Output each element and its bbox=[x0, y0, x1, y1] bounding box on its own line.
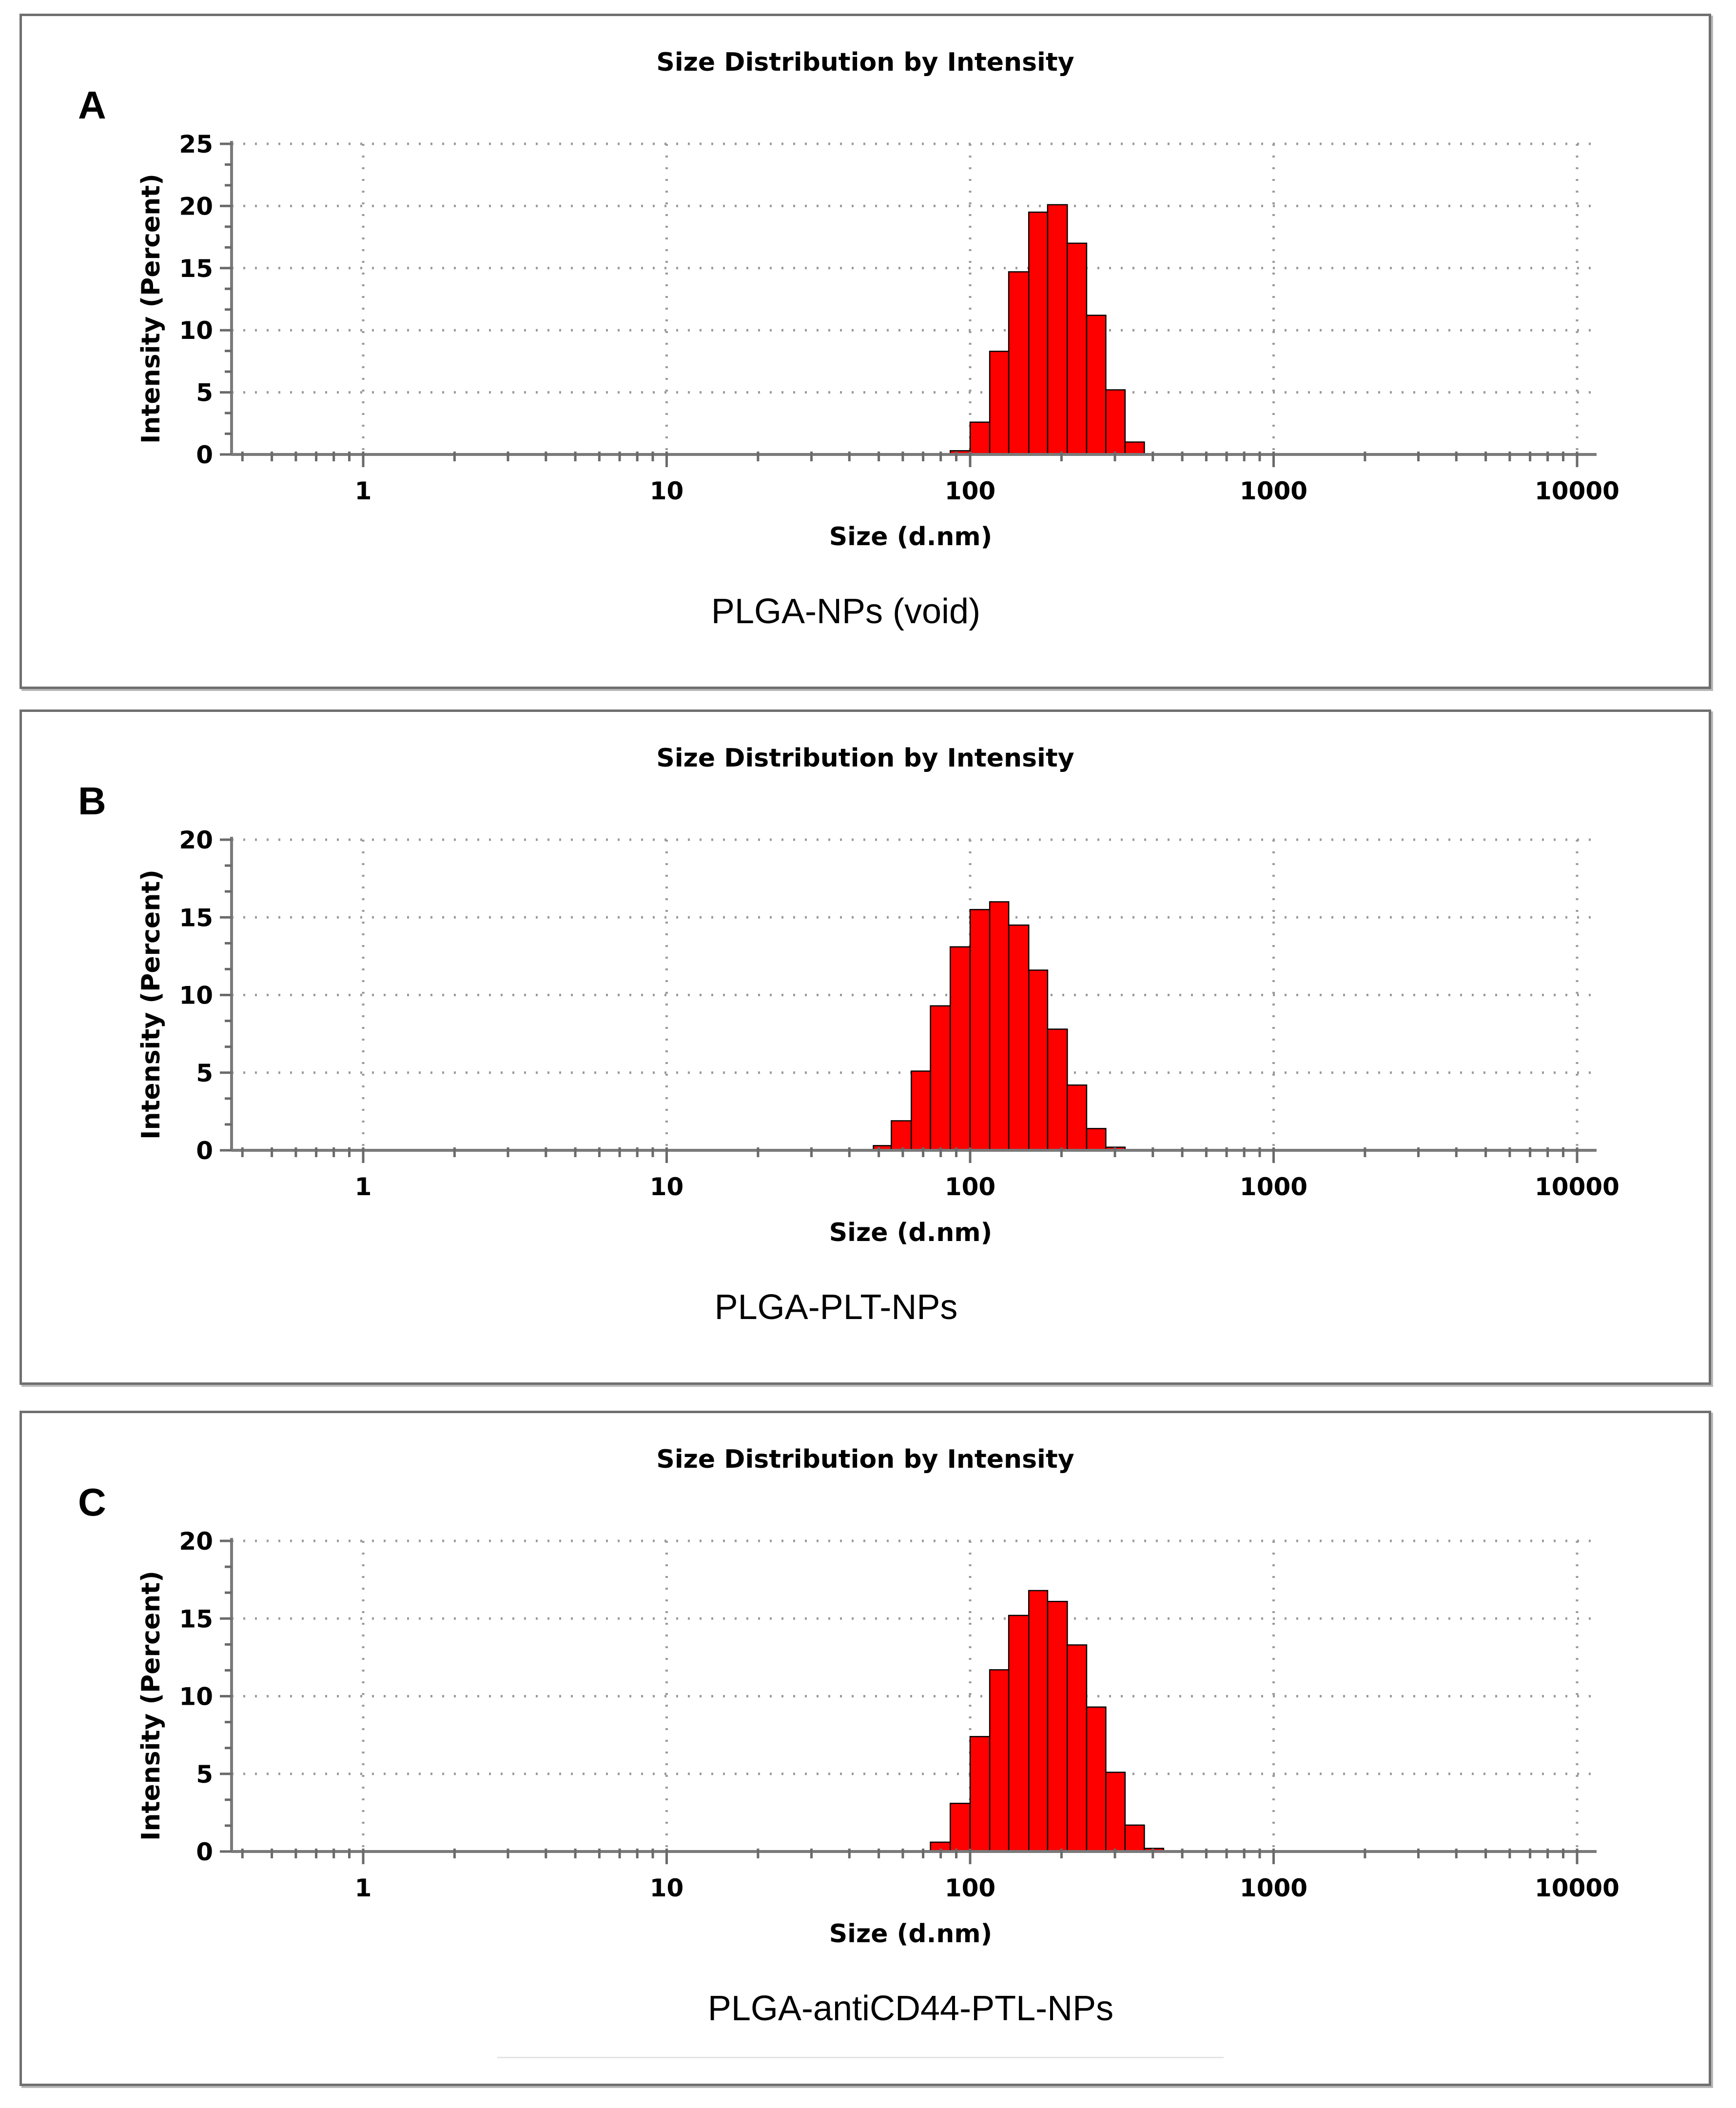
x-tick-label: 1 bbox=[355, 477, 372, 505]
histogram-bar bbox=[1028, 1590, 1049, 1852]
y-tick-label: 15 bbox=[179, 1605, 213, 1633]
histogram-bar bbox=[1086, 1706, 1107, 1852]
histogram-bar bbox=[1028, 969, 1049, 1151]
panel-a: A Size Distribution by Intensity 1 10 100 1… bbox=[20, 14, 1711, 689]
y-tick-label: 10 bbox=[179, 316, 213, 345]
sample-caption: PLGA-NPs (void) bbox=[711, 592, 980, 631]
y-tick-label: 10 bbox=[179, 982, 213, 1010]
panel-label: B bbox=[78, 779, 106, 823]
y-tick-label: 5 bbox=[196, 379, 213, 407]
histogram-bar bbox=[989, 351, 1010, 455]
x-tick-label: 10 bbox=[650, 1874, 684, 1902]
x-tick-label: 1 bbox=[355, 1173, 372, 1201]
y-tick-label: 0 bbox=[196, 1137, 213, 1165]
panel-label: A bbox=[78, 83, 106, 127]
y-tick-label: 5 bbox=[196, 1059, 213, 1087]
histogram-bar bbox=[1047, 204, 1068, 455]
x-axis-label: Size (d.nm) bbox=[829, 1919, 993, 1949]
x-tick-label: 100 bbox=[945, 1874, 995, 1902]
y-tick-label: 0 bbox=[196, 1838, 213, 1866]
histogram-bar bbox=[1067, 1644, 1088, 1852]
y-axis-label: Intensity (Percent) bbox=[137, 869, 166, 1140]
histogram-bar bbox=[1047, 1028, 1068, 1151]
histogram-bar bbox=[1067, 242, 1088, 455]
x-tick-label: 100 bbox=[945, 477, 995, 505]
histogram-bar bbox=[1105, 1772, 1126, 1852]
panel-b: B Size Distribution by Intensity 1 10 100 1… bbox=[20, 709, 1711, 1385]
chart-title: Size Distribution by Intensity bbox=[656, 1445, 1074, 1474]
x-tick-label: 10000 bbox=[1535, 477, 1619, 505]
chart-title: Size Distribution by Intensity bbox=[656, 744, 1074, 773]
x-tick-label: 10000 bbox=[1535, 1874, 1619, 1902]
y-tick-label: 15 bbox=[179, 255, 213, 283]
histogram-bar bbox=[949, 1803, 971, 1852]
y-tick-label: 20 bbox=[179, 1527, 213, 1556]
histogram-bar bbox=[1047, 1600, 1068, 1852]
histogram-bar bbox=[1028, 211, 1049, 455]
histogram-bar bbox=[891, 1120, 912, 1151]
sample-caption: PLGA-antiCD44-PTL-NPs bbox=[708, 1989, 1113, 2028]
x-tick-label: 10 bbox=[650, 477, 684, 505]
x-tick-label: 1000 bbox=[1240, 1874, 1307, 1902]
x-axis-label: Size (d.nm) bbox=[829, 522, 993, 552]
histogram-bar bbox=[1124, 441, 1145, 455]
histogram-bar bbox=[989, 901, 1010, 1151]
x-tick-label: 10 bbox=[650, 1173, 684, 1201]
histogram-bar bbox=[1086, 1128, 1107, 1151]
y-axis-label: Intensity (Percent) bbox=[137, 1571, 166, 1841]
y-tick-label: 25 bbox=[179, 130, 213, 158]
histogram-bar bbox=[1008, 924, 1030, 1151]
histogram-bar bbox=[969, 1736, 991, 1852]
histogram-bar bbox=[1105, 389, 1126, 455]
histogram-bar bbox=[1067, 1084, 1088, 1151]
histogram-bar bbox=[1124, 1824, 1145, 1852]
panel-label: C bbox=[78, 1480, 106, 1524]
y-tick-label: 20 bbox=[179, 192, 213, 220]
x-tick-label: 1000 bbox=[1240, 477, 1307, 505]
histogram-bar bbox=[969, 421, 991, 455]
x-tick-label: 1000 bbox=[1240, 1173, 1307, 1201]
histogram-bar bbox=[911, 1070, 931, 1151]
y-tick-label: 20 bbox=[179, 826, 213, 854]
chart-title: Size Distribution by Intensity bbox=[656, 48, 1074, 77]
x-axis-label: Size (d.nm) bbox=[829, 1218, 993, 1247]
histogram-bar bbox=[949, 946, 971, 1151]
x-tick-label: 10000 bbox=[1535, 1173, 1619, 1201]
y-tick-label: 10 bbox=[179, 1683, 213, 1711]
histogram-bar bbox=[1008, 271, 1030, 455]
x-tick-label: 100 bbox=[945, 1173, 995, 1201]
divider-line bbox=[497, 2057, 1224, 2058]
panel-c: C Size Distribution by Intensity 1 10 100 1… bbox=[20, 1411, 1711, 2086]
y-tick-label: 15 bbox=[179, 904, 213, 932]
histogram-bar bbox=[1086, 315, 1107, 455]
y-axis-label: Intensity (Percent) bbox=[137, 174, 166, 444]
histogram-bar bbox=[969, 909, 991, 1151]
x-tick-label: 1 bbox=[355, 1874, 372, 1902]
y-tick-label: 0 bbox=[196, 441, 213, 469]
histogram-bar bbox=[930, 1005, 951, 1151]
histogram-bar bbox=[989, 1669, 1010, 1852]
histogram-bar bbox=[1008, 1615, 1030, 1852]
y-tick-label: 5 bbox=[196, 1760, 213, 1789]
sample-caption: PLGA-PLT-NPs bbox=[715, 1288, 958, 1327]
